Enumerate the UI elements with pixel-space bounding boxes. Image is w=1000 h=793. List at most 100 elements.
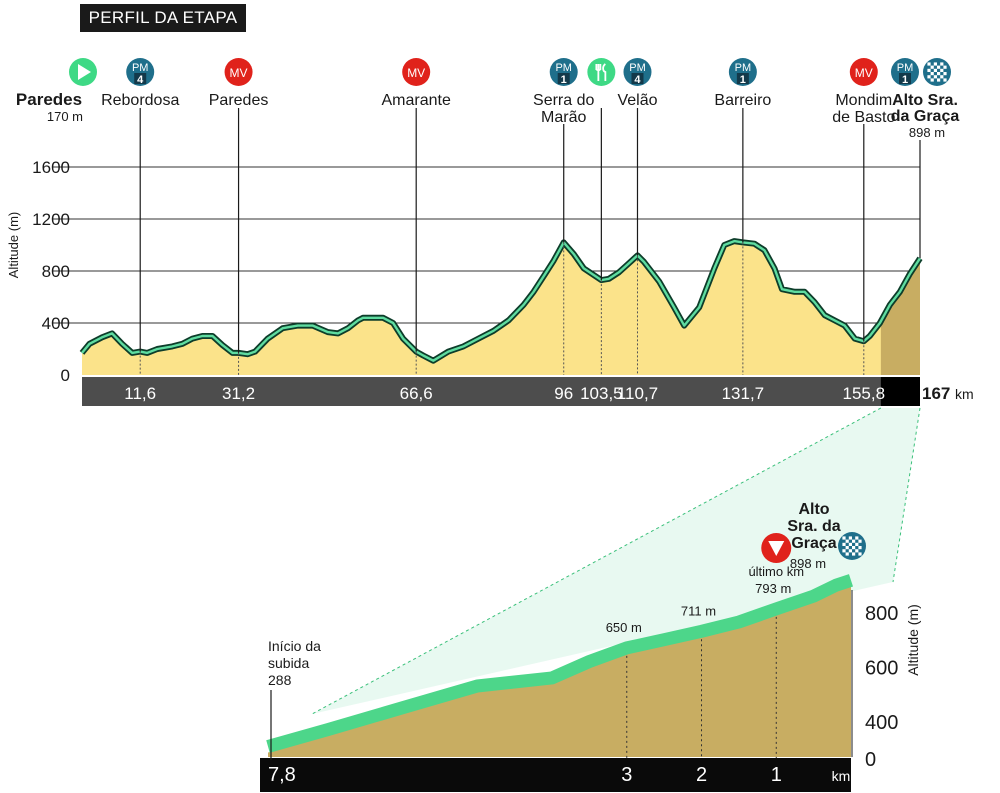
detail-y-tick-label: 0 [865, 749, 876, 771]
pm-cat-label: 4 [634, 74, 641, 86]
down-triangle-glyph [768, 541, 785, 556]
mountain-category-icon [728, 58, 757, 86]
fork-knife-glyph [595, 63, 607, 81]
finish-altitude: 898 m [909, 125, 945, 140]
y-tick-label: 1600 [32, 158, 70, 177]
climb-start-annotation: 288 [268, 672, 292, 688]
checker-square [855, 536, 859, 540]
checker-square [858, 552, 862, 556]
checker-square [852, 539, 856, 543]
checker-square [933, 75, 937, 79]
mv-icon-label: MV [230, 66, 248, 80]
checker-square [933, 62, 937, 66]
finish-name-line1: Alto Sra. [892, 92, 958, 109]
checker-square [852, 546, 856, 550]
detail-x-tick-label: 7,8 [268, 764, 296, 786]
x-tick-label: 155,8 [843, 384, 886, 403]
checker-square [842, 549, 846, 553]
page-title: PERFIL DA ETAPA [80, 4, 246, 32]
checker-square [937, 65, 941, 69]
mountain-category-icon [623, 58, 652, 86]
checker-square [927, 75, 931, 79]
detail-y-tick-label: 800 [865, 603, 898, 625]
x-tick-label: 131,7 [722, 384, 765, 403]
start-altitude: 170 m [47, 109, 83, 124]
pm-cat-label: 1 [902, 74, 908, 86]
point-name: Paredes [209, 92, 269, 109]
final-climb-area [880, 258, 920, 375]
checkered-pattern [842, 536, 862, 556]
detail-finish-name: Graça [791, 535, 836, 552]
checker-square [855, 542, 859, 546]
checker-square [845, 539, 849, 543]
x-tick-label: 96 [554, 384, 573, 403]
checker-square [940, 62, 944, 66]
climb-start-annotation: Início da [268, 638, 321, 654]
pm-cat-label: 1 [740, 74, 746, 86]
profile-line [81, 239, 922, 362]
point-name: Velão [617, 92, 657, 109]
pm-icon-label: PM [555, 62, 572, 74]
checker-square [940, 68, 944, 72]
mountain-category-icon [126, 58, 155, 86]
checker-square [933, 68, 937, 72]
checker-square [855, 549, 859, 553]
fork-knife-icon [587, 58, 616, 86]
checker-square [927, 68, 931, 72]
point-name: Serra do [533, 92, 594, 109]
pm-cat-label: 4 [137, 74, 144, 86]
y-axis-label: Altitude (m) [6, 212, 21, 278]
checker-square [848, 549, 852, 553]
pm-cat-badge [557, 73, 570, 84]
x-axis-bar [82, 377, 920, 406]
climb-detail-area [268, 586, 851, 757]
point-name: Rebordosa [101, 92, 179, 109]
mv-icon-label: MV [855, 66, 873, 80]
point-name: Marão [541, 109, 586, 126]
climb-start-annotation: subida [268, 655, 309, 671]
checker-square [842, 536, 846, 540]
checker-square [943, 72, 947, 76]
detail-y-axis-label: Altitude (m) [905, 604, 921, 676]
mv-icon-label: MV [407, 66, 425, 80]
y-tick-label: 400 [42, 314, 70, 333]
pm-cat-badge [899, 73, 911, 84]
detail-finish-name: Sra. da [787, 518, 840, 535]
checker-square [927, 62, 931, 66]
detail-x-tick-label: 1 [771, 764, 782, 786]
x-axis-bar-final [880, 377, 920, 406]
checker-square [937, 72, 941, 76]
checker-square [940, 75, 944, 79]
pm-icon-label: PM [132, 62, 149, 74]
checker-square [858, 546, 862, 550]
pm-cat-badge [736, 73, 749, 84]
zoom-connector-area [312, 408, 920, 714]
pm-icon-label: PM [629, 62, 646, 74]
detail-y-tick-label: 400 [865, 712, 898, 734]
last-km-label: último km [748, 564, 804, 579]
mv-circle-icon [849, 58, 878, 86]
pm-cat-label: 1 [561, 74, 567, 86]
detail-x-tick-label: 3 [621, 764, 632, 786]
checkered-pattern [927, 62, 947, 82]
checker-square [848, 542, 852, 546]
finish-name-line2: da Graça [891, 108, 960, 125]
detail-y-tick-label: 600 [865, 658, 898, 680]
checker-square [845, 552, 849, 556]
checker-square [943, 78, 947, 82]
pm-cat-badge [631, 73, 644, 84]
climb-altitude-annotation: 793 m [755, 581, 791, 596]
profile-area [82, 241, 920, 375]
point-name: Barreiro [714, 92, 771, 109]
y-tick-label: 1200 [32, 210, 70, 229]
checker-square [845, 546, 849, 550]
checker-square [842, 542, 846, 546]
point-name: de Basto [832, 109, 895, 126]
checker-square [848, 536, 852, 540]
mv-circle-icon [224, 58, 253, 86]
x-unit-label: km [955, 386, 974, 402]
checker-square [930, 65, 934, 69]
pm-cat-badge [134, 73, 147, 84]
zoom-connector-right [892, 407, 921, 583]
